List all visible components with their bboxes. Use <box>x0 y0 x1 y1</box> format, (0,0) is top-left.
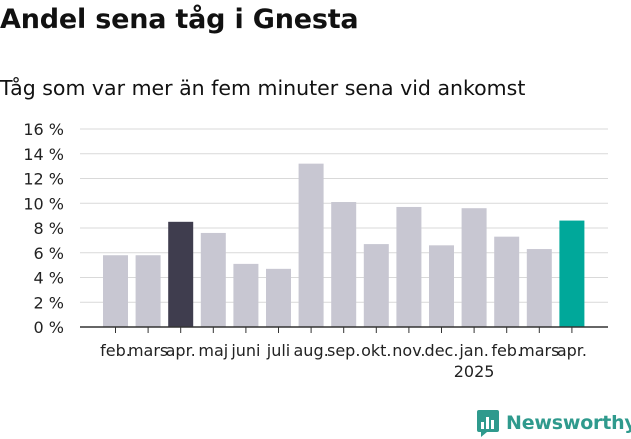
y-tick-label: 10 % <box>23 194 64 213</box>
x-tick-label: aug. <box>294 341 329 360</box>
y-tick-label: 6 % <box>34 244 64 263</box>
chart-subtitle: Tåg som var mer än fem minuter sena vid … <box>0 76 526 100</box>
bar <box>396 206 422 327</box>
bar <box>200 232 226 327</box>
bar <box>233 263 259 327</box>
bar <box>526 249 552 327</box>
x-tick-label: okt. <box>361 341 391 360</box>
x-tick-label: jan. <box>458 341 488 360</box>
brand-logo: Newsworthy <box>476 408 631 438</box>
y-tick-label: 12 % <box>23 170 64 189</box>
x-tick-label: juni <box>230 341 260 360</box>
bar <box>429 245 454 327</box>
y-axis: 0 % 2 % 4 % 6 % 8 % 10 % 12 % 14 % 16 % <box>23 120 64 337</box>
y-tick-label: 8 % <box>34 219 64 238</box>
y-tick-label: 0 % <box>34 318 64 337</box>
chart-title: Andel sena tåg i Gnesta <box>0 4 359 35</box>
bar <box>298 163 324 327</box>
x-tick-label: apr. <box>166 341 196 360</box>
x-tick-label: maj <box>198 341 228 360</box>
x-tick-label: mars <box>128 341 168 360</box>
bar <box>103 255 128 327</box>
y-tick-label: 16 % <box>23 120 64 139</box>
bar <box>331 202 357 327</box>
bar <box>168 221 194 327</box>
x-tick-label: feb. <box>100 341 131 360</box>
x-tick-label: feb. <box>491 341 522 360</box>
bar <box>559 220 585 327</box>
bar-chart-bubble-icon <box>477 410 499 437</box>
bar <box>135 255 161 327</box>
x-tick-label: nov. <box>392 341 425 360</box>
x-year-label: 2025 <box>454 362 495 381</box>
y-tick-label: 2 % <box>34 293 64 312</box>
x-tick-label: apr. <box>557 341 587 360</box>
y-tick-label: 4 % <box>34 269 64 288</box>
x-tick-label: mars <box>519 341 559 360</box>
bar <box>494 236 520 327</box>
bar <box>461 208 487 327</box>
bar <box>266 268 291 327</box>
bar <box>363 244 389 327</box>
y-tick-label: 14 % <box>23 145 64 164</box>
brand-name: Newsworthy <box>506 412 631 434</box>
x-tick-label: sep. <box>327 341 360 360</box>
bars <box>103 163 585 327</box>
x-tick-label: dec. <box>425 341 459 360</box>
x-tick-label: juli <box>266 341 290 360</box>
